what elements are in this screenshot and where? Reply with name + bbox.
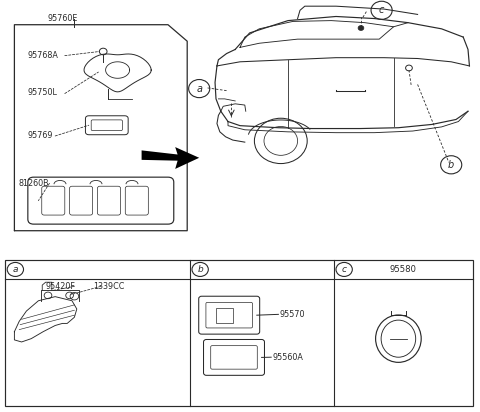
Text: 95760E: 95760E [48,14,78,23]
Text: 1339CC: 1339CC [94,282,125,291]
Text: 95420F: 95420F [46,282,75,291]
Text: 95750L: 95750L [27,88,57,97]
Text: b: b [197,265,203,274]
Text: a: a [12,265,18,274]
Polygon shape [142,147,199,169]
Text: 95769: 95769 [27,131,53,140]
Bar [216,308,233,323]
Circle shape [358,26,364,30]
Text: 95580: 95580 [390,265,417,274]
Text: a: a [196,84,202,94]
Text: 81260B: 81260B [18,179,49,188]
Text: 95570: 95570 [279,310,305,319]
Text: c: c [342,265,347,274]
Text: b: b [448,160,455,170]
Text: c: c [379,5,384,15]
Bar [5,260,473,406]
Text: 95768A: 95768A [27,51,58,60]
Text: 95560A: 95560A [272,353,303,362]
